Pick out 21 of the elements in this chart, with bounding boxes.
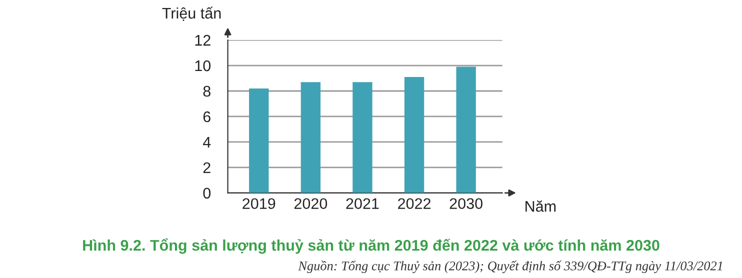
y-tick-label: 12 (195, 34, 210, 46)
y-tick-label: 10 (195, 60, 211, 72)
bar (300, 82, 321, 193)
x-axis-title: Năm (526, 200, 556, 212)
x-tick-label: 2021 (346, 198, 379, 210)
bar (249, 88, 269, 193)
text: Hình 9.2. Tổng sản lượng thuỷ sản từ năm 2019 đến 2022 và ước tính năm 2030 (83, 238, 660, 254)
bar (456, 66, 476, 193)
y-tick-label: 2 (203, 162, 210, 173)
bar (352, 82, 372, 193)
y-axis-title: Triệu tấn (162, 6, 221, 21)
bar (404, 76, 424, 193)
y-tick-label: 4 (202, 136, 211, 148)
text: Nguồn: Tổng cục Thuỷ sản (2023); Quyết định số 339/QĐ-TTg ngày 11/03/2021 (298, 260, 722, 274)
y-tick-label: 6 (203, 111, 210, 122)
x-tick-label: 2019 (242, 198, 276, 210)
x-tick-label: 2022 (398, 198, 430, 210)
y-tick-label: 0 (203, 188, 211, 199)
x-tick-label: 2030 (450, 198, 482, 210)
x-tick-label: 2020 (294, 198, 328, 210)
y-tick-label: 8 (203, 86, 210, 97)
